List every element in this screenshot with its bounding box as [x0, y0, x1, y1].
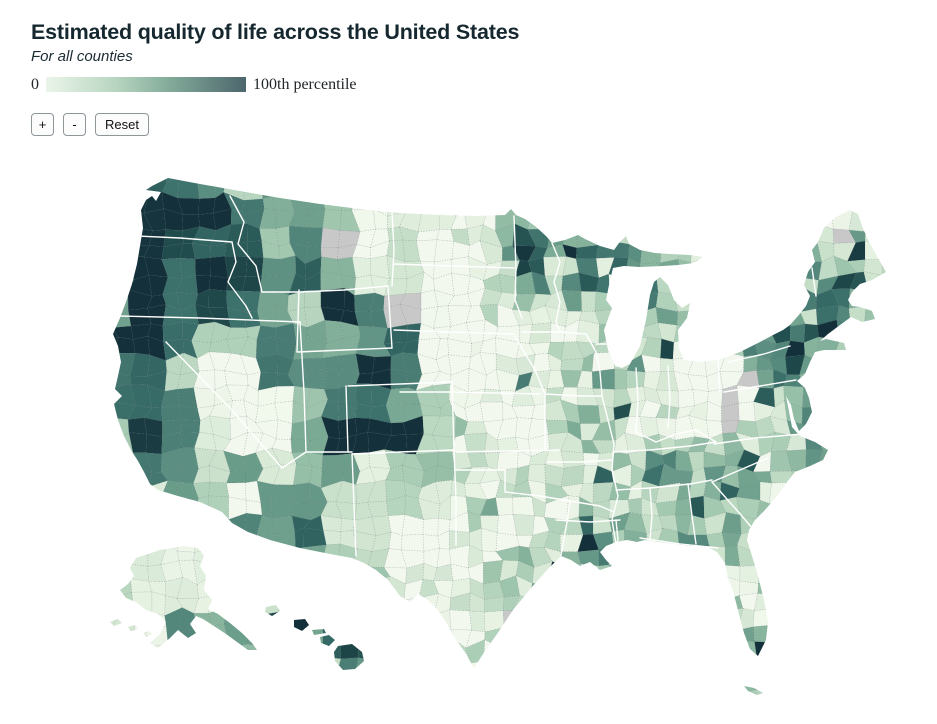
legend: 0 100th percentile [31, 76, 519, 94]
page-title: Estimated quality of life across the Uni… [31, 20, 520, 44]
reset-button[interactable]: Reset [95, 112, 149, 136]
county-cells-layer [110, 178, 886, 695]
legend-min-label: 0 [31, 75, 39, 93]
zoom-out-button[interactable]: - [63, 112, 86, 136]
map-header: Estimated quality of life across the Uni… [31, 20, 519, 136]
legend-gradient-bar [46, 77, 246, 93]
zoom-in-button[interactable]: + [31, 112, 54, 136]
zoom-controls: + - Reset [31, 112, 519, 136]
legend-max-label: 100th percentile [253, 75, 357, 93]
page-subtitle: For all counties [31, 47, 133, 65]
state-borders-layer [117, 195, 817, 561]
